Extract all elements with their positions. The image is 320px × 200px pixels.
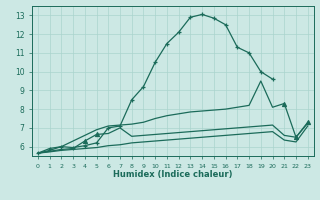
X-axis label: Humidex (Indice chaleur): Humidex (Indice chaleur) bbox=[113, 170, 233, 179]
